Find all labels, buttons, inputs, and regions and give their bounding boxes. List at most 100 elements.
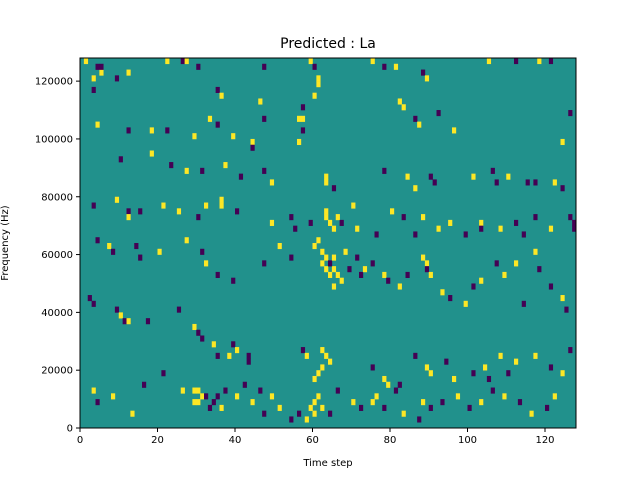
y-tick-label: 20000	[41, 366, 73, 377]
heatmap-cell	[262, 63, 267, 70]
heatmap-cell	[413, 231, 418, 238]
heatmap-cell	[165, 58, 170, 65]
heatmap-cell	[262, 115, 267, 122]
heatmap-cell	[126, 318, 131, 325]
heatmap-cell	[413, 185, 418, 192]
heatmap-cell	[196, 63, 201, 70]
heatmap-cell	[308, 219, 313, 226]
heatmap-cell	[223, 162, 228, 169]
heatmap-cell	[494, 179, 499, 186]
heatmap-cell	[91, 387, 96, 394]
heatmap-cell	[428, 173, 433, 180]
heatmap-cell	[297, 138, 302, 146]
heatmap-cell	[122, 318, 127, 325]
heatmap-cell	[421, 69, 426, 76]
heatmap-cell	[180, 387, 185, 394]
heatmap-cell	[204, 393, 209, 400]
heatmap-cell	[421, 399, 426, 406]
heatmap-cell	[289, 214, 294, 221]
heatmap-cell	[335, 387, 340, 394]
heatmap-cell	[498, 352, 503, 359]
heatmap-cell	[386, 277, 391, 284]
heatmap-cell	[370, 364, 375, 371]
heatmap-cell	[479, 225, 484, 232]
heatmap-cell	[316, 81, 321, 88]
heatmap-cell	[250, 399, 255, 406]
heatmap-cell	[99, 69, 104, 76]
heatmap-cell	[479, 219, 484, 226]
heatmap-cell	[436, 225, 441, 232]
heatmap-cell	[258, 387, 263, 394]
heatmap-cell	[463, 300, 468, 307]
heatmap-cell	[297, 410, 302, 417]
heatmap-cell	[169, 162, 174, 169]
heatmap-cell	[428, 271, 433, 278]
heatmap-cell	[328, 260, 333, 267]
heatmap-cell	[397, 283, 402, 290]
heatmap-cell	[351, 399, 356, 406]
heatmap-cell	[486, 375, 492, 383]
heatmap-cell	[242, 381, 247, 388]
heatmap-cell	[370, 399, 375, 406]
heatmap-cell	[413, 115, 418, 122]
heatmap-cell	[304, 416, 309, 423]
heatmap-cell	[180, 58, 185, 65]
heatmap-cell	[552, 179, 557, 186]
heatmap-cell	[149, 150, 154, 157]
heatmap-cell	[324, 352, 329, 359]
heatmap-cell	[486, 58, 492, 65]
heatmap-cell	[424, 75, 430, 82]
heatmap-cell	[331, 283, 337, 290]
heatmap-cell	[192, 387, 197, 394]
heatmap-cell	[118, 156, 123, 163]
heatmap-cell	[192, 133, 197, 140]
heatmap-cell	[91, 75, 96, 82]
heatmap-cell	[91, 300, 96, 307]
heatmap-cell	[165, 127, 170, 134]
heatmap-cell	[537, 266, 542, 273]
heatmap-cell	[134, 243, 139, 250]
heatmap-cell	[126, 208, 131, 215]
heatmap-cell	[452, 127, 457, 134]
heatmap-cell	[401, 410, 406, 417]
plot-background	[80, 58, 576, 428]
heatmap-cell	[537, 58, 542, 65]
heatmap-cell	[277, 404, 282, 411]
heatmap-cell	[502, 393, 507, 400]
heatmap-cell	[312, 410, 317, 417]
heatmap-cell	[467, 404, 472, 411]
heatmap-cell	[382, 404, 387, 411]
heatmap-cell	[215, 393, 220, 400]
heatmap-cell	[300, 347, 306, 354]
heatmap-cell	[405, 271, 410, 278]
heatmap-cell	[196, 214, 201, 221]
y-axis-ticks: 0 20000 40000 60000 80000 100000 120000	[35, 77, 80, 435]
heatmap-cell	[126, 127, 131, 134]
heatmap-cell	[355, 254, 360, 261]
heatmap-cell	[521, 300, 526, 307]
heatmap-cell	[455, 393, 461, 400]
heatmap-cell	[494, 260, 499, 267]
heatmap-cell	[548, 225, 554, 232]
heatmap-cell	[316, 370, 321, 377]
y-tick-label: 80000	[41, 192, 73, 203]
heatmap-cell	[304, 352, 309, 359]
plot-area	[79, 57, 577, 429]
heatmap-cell	[215, 121, 220, 128]
heatmap-cells	[83, 58, 577, 423]
heatmap-cell	[335, 214, 340, 221]
x-tick-label: 100	[458, 435, 477, 446]
heatmap-cell	[126, 214, 131, 221]
heatmap-cell	[184, 58, 189, 65]
heatmap-cell	[331, 185, 337, 192]
heatmap-cell	[176, 306, 182, 313]
x-tick-label: 0	[77, 435, 83, 446]
heatmap-cell	[95, 399, 100, 406]
heatmap-cell	[83, 58, 89, 65]
heatmap-cell	[560, 295, 565, 302]
x-tick-label: 40	[229, 435, 242, 446]
heatmap-cell	[246, 358, 251, 365]
heatmap-cell	[114, 306, 120, 313]
heatmap-cell	[300, 115, 306, 122]
